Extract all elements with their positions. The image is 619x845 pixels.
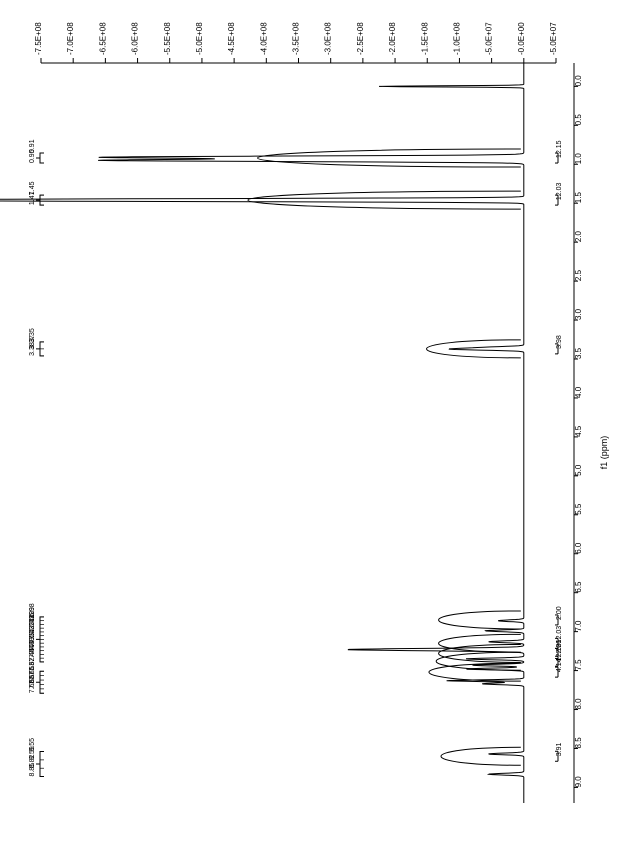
svg-text:-6.5E+08: -6.5E+08	[98, 22, 107, 55]
svg-text:-3.0E+08: -3.0E+08	[324, 22, 333, 55]
svg-text:2.5: 2.5	[574, 269, 583, 281]
svg-text:-5.0E+08: -5.0E+08	[195, 22, 204, 55]
svg-text:5.5: 5.5	[574, 503, 583, 515]
svg-text:-2.0E+08: -2.0E+08	[388, 22, 397, 55]
svg-text:5.0: 5.0	[574, 464, 583, 476]
svg-text:-6.0E+08: -6.0E+08	[131, 22, 140, 55]
svg-text:0.5: 0.5	[574, 114, 583, 126]
svg-text:0.95: 0.95	[29, 149, 36, 163]
svg-text:1.47: 1.47	[29, 191, 36, 205]
svg-text:-5.0E+07: -5.0E+07	[485, 22, 494, 55]
svg-text:1.5: 1.5	[574, 192, 583, 204]
svg-text:3.91: 3.91	[556, 743, 563, 757]
svg-text:-4.5E+08: -4.5E+08	[227, 22, 236, 55]
svg-text:8.0: 8.0	[574, 698, 583, 710]
nmr-svg: -7.5E+08 -7.0E+08 -6.5E+08 -6.0E+08 -5.5E+08…	[0, 0, 619, 845]
svg-text:8.5: 8.5	[574, 737, 583, 749]
svg-text:4.5: 4.5	[574, 425, 583, 437]
svg-text:-5.0E+07: -5.0E+07	[549, 22, 558, 55]
svg-text:f1 (ppm): f1 (ppm)	[599, 436, 609, 470]
svg-text:-1.5E+08: -1.5E+08	[420, 22, 429, 55]
svg-text:6.0: 6.0	[574, 542, 583, 554]
svg-text:8.85: 8.85	[29, 763, 36, 777]
svg-text:-1.0E+08: -1.0E+08	[452, 22, 461, 55]
svg-text:9.0: 9.0	[574, 776, 583, 788]
nmr-spectrum-figure: -7.5E+08 -7.0E+08 -6.5E+08 -6.0E+08 -5.5E+08…	[0, 0, 619, 845]
svg-text:3.0: 3.0	[574, 308, 583, 320]
svg-text:1.0: 1.0	[574, 153, 583, 165]
svg-text:-0.0E+00: -0.0E+00	[517, 22, 526, 55]
svg-text:-7.0E+08: -7.0E+08	[66, 22, 75, 55]
svg-text:-3.5E+08: -3.5E+08	[292, 22, 301, 55]
svg-text:-2.5E+08: -2.5E+08	[356, 22, 365, 55]
svg-text:4.14: 4.14	[556, 658, 563, 672]
svg-text:2.00: 2.00	[556, 606, 563, 620]
svg-text:7.69: 7.69	[29, 680, 36, 694]
svg-text:-7.5E+08: -7.5E+08	[34, 22, 43, 55]
svg-text:7.5: 7.5	[574, 659, 583, 671]
svg-text:12.03: 12.03	[556, 182, 563, 200]
svg-text:6.5: 6.5	[574, 581, 583, 593]
svg-text:2.0: 2.0	[574, 230, 583, 242]
svg-text:0.0: 0.0	[574, 75, 583, 87]
svg-text:-4.0E+08: -4.0E+08	[259, 22, 268, 55]
svg-text:12.15: 12.15	[556, 140, 563, 158]
svg-text:3.38: 3.38	[29, 342, 36, 356]
svg-text:3.98: 3.98	[556, 335, 563, 349]
svg-text:-5.5E+08: -5.5E+08	[163, 22, 172, 55]
svg-text:7.0: 7.0	[574, 620, 583, 632]
svg-text:4.0: 4.0	[574, 386, 583, 398]
svg-text:3.5: 3.5	[574, 347, 583, 359]
